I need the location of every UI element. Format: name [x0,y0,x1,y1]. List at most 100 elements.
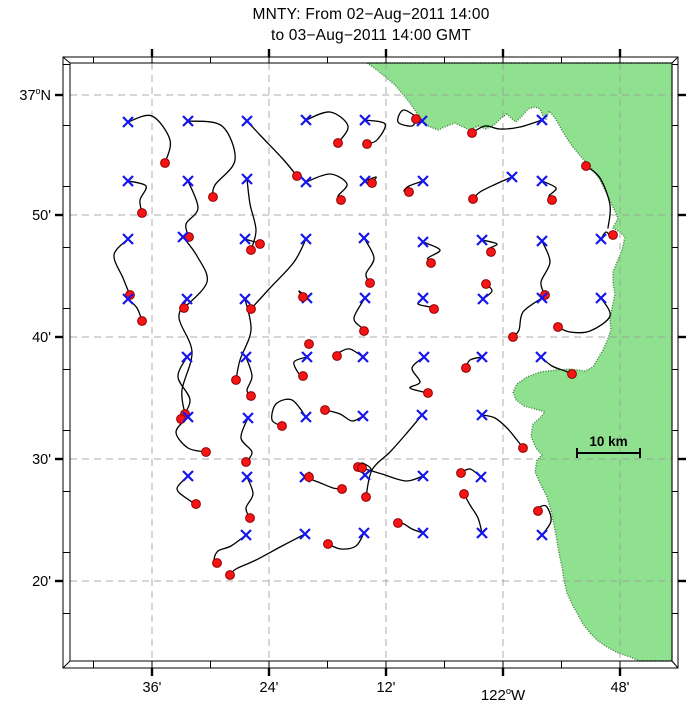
trajectory [512,297,543,338]
trajectory [397,109,423,127]
end-marker-dot [423,388,433,398]
end-marker-dot [393,518,403,528]
start-marker-x [359,114,371,126]
start-marker-x [239,233,251,245]
end-marker-dot [201,447,211,457]
trajectory [327,532,365,550]
end-marker-dot [298,371,308,381]
trajectory [127,180,147,214]
end-marker-dot [337,484,347,494]
plot-title-line2: to 03−Aug−2011 14:00 GMT [270,27,472,44]
start-marker-x [476,351,488,363]
trajectory [481,414,524,449]
trajectory [471,119,543,134]
trajectory [245,476,254,519]
start-marker-x [357,351,369,363]
end-marker-dot [361,492,371,502]
y-tick-label: 20' [32,574,51,590]
start-marker-x [417,236,429,248]
start-marker-x [181,351,193,363]
end-marker-dot [212,558,222,568]
end-marker-dot [137,316,147,326]
trajectory [113,238,131,296]
start-marker-x [476,409,488,421]
end-marker-dot [357,463,367,473]
start-marker-x [417,292,429,304]
end-marker-dot [459,489,469,499]
y-tick-label: 30' [32,452,51,468]
end-marker-dot [468,194,478,204]
end-marker-dot [191,499,201,509]
start-marker-x [241,471,253,483]
land-polygon [364,62,673,662]
start-marker-x [239,293,251,305]
trajectory [187,120,236,198]
start-marker-x [181,293,193,305]
start-marker-x [301,351,313,363]
trajectory [246,120,298,177]
start-marker-x [358,232,370,244]
start-marker-x [122,293,134,305]
end-marker-dot [429,304,439,314]
end-marker-dot [125,290,135,300]
trajectory [127,114,172,164]
end-marker-dot [137,208,147,218]
end-marker-dot [332,351,342,361]
end-marker-dot [426,258,436,268]
end-marker-dot [467,128,477,138]
frame-corner [671,56,679,64]
end-marker-dot [246,304,256,314]
start-marker-x [242,412,254,424]
trajectory [540,240,551,296]
x-tick-label: 12' [377,680,396,696]
start-marker-x [241,173,253,185]
trajectory [185,180,199,238]
start-marker-x [182,115,194,127]
start-marker-x [477,293,489,305]
start-marker-x [182,411,194,423]
start-marker-x [536,175,548,187]
end-marker-dot [608,230,618,240]
end-marker-dot [246,245,256,255]
start-marker-x [417,470,429,482]
trajectory [245,356,253,397]
end-marker-dot [179,303,189,313]
end-marker-dot [518,443,528,453]
start-marker-x [475,471,487,483]
start-marker-x [536,529,548,541]
start-marker-x [595,292,607,304]
start-marker-x [240,529,252,541]
x-tick-label: 24' [260,680,279,696]
trajectory [182,236,209,309]
end-marker-dot [225,570,235,580]
start-marker-x [300,176,312,188]
trajectory [363,237,375,284]
start-marker-x [506,171,518,183]
start-marker-x [476,527,488,539]
x-tick-label: 122oW [481,686,526,704]
trajectory [409,356,429,394]
start-marker-x [536,114,548,126]
end-marker-dot [304,339,314,349]
start-marker-x [241,115,253,127]
trajectory [324,409,364,422]
map-frame-outer [62,56,679,669]
frame-corner [62,660,71,669]
trajectory [557,297,611,334]
start-marker-x [300,233,312,245]
end-marker-dot [456,468,466,478]
frame-corner [671,660,679,669]
start-marker-x [535,351,547,363]
start-marker-x [417,527,429,539]
end-marker-dot [508,332,518,342]
end-marker-dot [323,539,333,549]
start-marker-x [299,528,311,540]
end-marker-dot [277,421,287,431]
y-tick-label: 37oN [19,86,51,104]
map-frame-inner [69,62,673,662]
end-marker-dot [184,232,194,242]
end-marker-dot [320,405,330,415]
start-marker-x [300,411,312,423]
end-marker-dot [292,171,302,181]
end-marker-dot [255,239,265,249]
